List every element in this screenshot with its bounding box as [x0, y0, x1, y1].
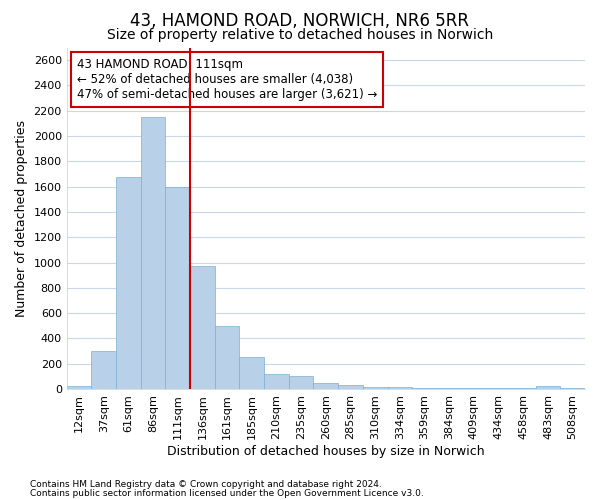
Bar — [560, 388, 585, 389]
X-axis label: Distribution of detached houses by size in Norwich: Distribution of detached houses by size … — [167, 444, 485, 458]
Bar — [511, 388, 536, 389]
Bar — [215, 326, 239, 389]
Bar — [313, 383, 338, 389]
Bar — [412, 388, 437, 389]
Bar — [141, 117, 166, 389]
Bar — [437, 388, 461, 389]
Y-axis label: Number of detached properties: Number of detached properties — [15, 120, 28, 317]
Bar — [486, 388, 511, 389]
Bar — [190, 266, 215, 389]
Bar — [166, 186, 190, 389]
Text: 43 HAMOND ROAD: 111sqm
← 52% of detached houses are smaller (4,038)
47% of semi-: 43 HAMOND ROAD: 111sqm ← 52% of detached… — [77, 58, 377, 100]
Bar — [461, 388, 486, 389]
Bar — [388, 387, 412, 389]
Bar — [116, 176, 141, 389]
Bar — [239, 358, 264, 389]
Bar — [289, 376, 313, 389]
Bar — [91, 351, 116, 389]
Bar — [264, 374, 289, 389]
Bar — [363, 386, 388, 389]
Text: Size of property relative to detached houses in Norwich: Size of property relative to detached ho… — [107, 28, 493, 42]
Bar — [338, 386, 363, 389]
Bar — [67, 386, 91, 389]
Text: Contains HM Land Registry data © Crown copyright and database right 2024.: Contains HM Land Registry data © Crown c… — [30, 480, 382, 489]
Text: 43, HAMOND ROAD, NORWICH, NR6 5RR: 43, HAMOND ROAD, NORWICH, NR6 5RR — [131, 12, 470, 30]
Bar — [536, 386, 560, 389]
Text: Contains public sector information licensed under the Open Government Licence v3: Contains public sector information licen… — [30, 488, 424, 498]
